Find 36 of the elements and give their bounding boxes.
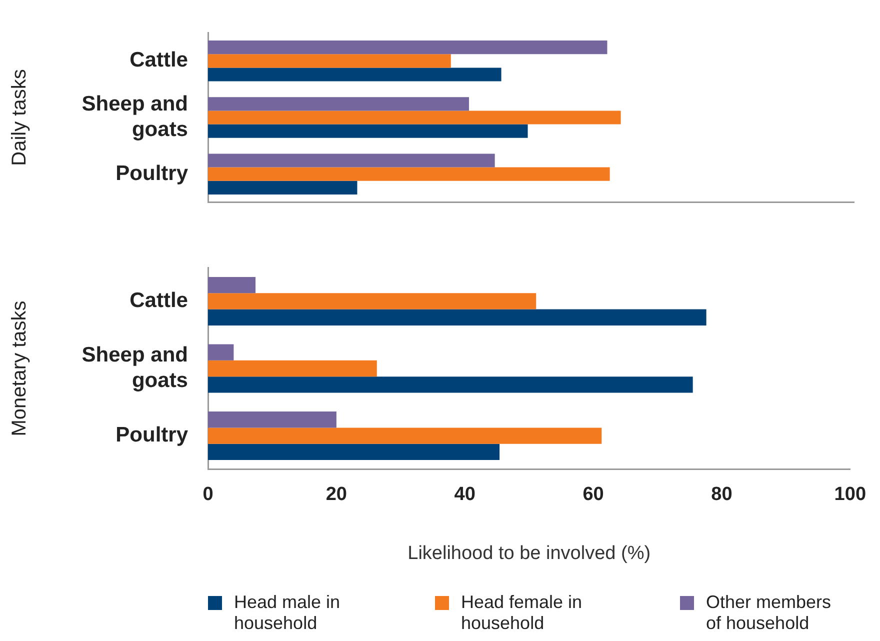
legend-label: Other members of household: [706, 592, 832, 634]
bar: [208, 428, 602, 444]
bar: [208, 344, 234, 360]
y-tick-label: Poultry: [116, 162, 188, 185]
bar: [208, 412, 336, 428]
bar: [208, 277, 256, 294]
y-tick-label: Poultry: [116, 424, 188, 447]
bar: [208, 54, 451, 68]
y-tick-label: Sheep and goats: [82, 92, 188, 141]
y-tick-label: Sheep and goats: [82, 344, 188, 392]
legend-label: Head female in household: [461, 592, 582, 634]
bar: [208, 376, 693, 393]
bar: [208, 40, 608, 54]
bar: [208, 97, 469, 111]
x-axis-title: Likelihood to be involved (%): [408, 542, 651, 564]
y-tick-label: Cattle: [130, 48, 188, 72]
y-axis-title: Monetary tasks: [8, 300, 31, 436]
x-tick-label: 100: [834, 484, 866, 506]
bar: [208, 124, 528, 138]
bar: [208, 444, 500, 460]
bar: [208, 110, 621, 124]
legend-label: Head male in household: [234, 592, 340, 634]
x-tick-label: 0: [202, 484, 214, 506]
bar: [208, 360, 377, 377]
x-tick-label: 60: [582, 484, 604, 506]
bar: [208, 167, 610, 181]
y-axis-title: Daily tasks: [8, 69, 31, 166]
bar: [208, 68, 502, 82]
bar: [208, 154, 495, 168]
x-tick-label: 80: [711, 484, 732, 506]
x-tick-label: 40: [454, 484, 476, 506]
bar: [208, 180, 358, 194]
x-tick-label: 20: [326, 484, 347, 506]
y-tick-label: Cattle: [130, 289, 188, 312]
bar: [208, 309, 706, 326]
bar: [208, 293, 536, 310]
